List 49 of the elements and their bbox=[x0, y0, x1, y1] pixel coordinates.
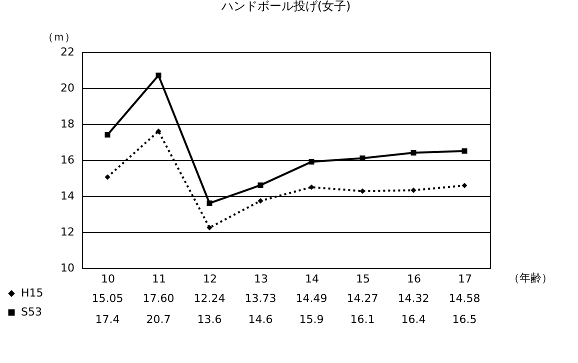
point bbox=[410, 188, 416, 193]
data-label: 14.49 bbox=[296, 292, 328, 305]
legend-label: H15 bbox=[21, 286, 44, 300]
point bbox=[410, 150, 416, 156]
x-axis-title: （年齢） bbox=[508, 272, 552, 284]
y-tick-label: 22 bbox=[60, 46, 74, 58]
y-tick-label: 14 bbox=[60, 190, 74, 202]
y-tick-label: 10 bbox=[60, 262, 74, 274]
point bbox=[258, 198, 264, 204]
x-tick-label: 16 bbox=[407, 272, 421, 286]
data-label: 15.05 bbox=[92, 292, 124, 305]
data-label: 17.60 bbox=[142, 292, 174, 305]
point bbox=[462, 182, 468, 188]
data-label: 14.6 bbox=[248, 313, 273, 326]
data-label: 17.4 bbox=[95, 313, 120, 326]
y-tick-label: 18 bbox=[60, 118, 74, 130]
point bbox=[156, 72, 162, 78]
data-label: 20.7 bbox=[146, 313, 171, 326]
chart-title: ハンドボール投げ(女子) bbox=[220, 0, 351, 13]
x-tick-label: 13 bbox=[254, 272, 268, 286]
y-tick-label: 12 bbox=[60, 226, 74, 238]
x-tick-label: 10 bbox=[101, 272, 115, 286]
y-tick-label: 16 bbox=[60, 154, 74, 166]
x-tick-label: 17 bbox=[458, 272, 472, 286]
data-label: 16.1 bbox=[350, 313, 375, 326]
data-label: 16.5 bbox=[452, 313, 477, 326]
data-label: 13.73 bbox=[244, 292, 276, 305]
point bbox=[206, 224, 212, 230]
data-label: 14.32 bbox=[398, 292, 430, 305]
data-label: 14.58 bbox=[448, 292, 480, 305]
y-tick-label: 20 bbox=[60, 82, 74, 94]
data-label: 15.9 bbox=[299, 313, 324, 326]
point bbox=[360, 188, 366, 194]
point bbox=[104, 174, 110, 180]
point bbox=[104, 132, 110, 138]
x-tick-label: 11 bbox=[152, 272, 166, 286]
point bbox=[206, 200, 212, 206]
point bbox=[156, 128, 162, 134]
data-label: 13.6 bbox=[197, 313, 222, 326]
point bbox=[258, 182, 264, 188]
y-axis-title: （ｍ） bbox=[42, 30, 76, 44]
data-label: 14.27 bbox=[346, 292, 378, 305]
x-tick-label: 15 bbox=[356, 272, 370, 286]
point bbox=[308, 159, 314, 165]
data-label: 16.4 bbox=[401, 313, 426, 326]
x-tick-label: 14 bbox=[305, 272, 319, 286]
data-label: 12.24 bbox=[194, 292, 226, 305]
legend-label: S53 bbox=[21, 306, 42, 318]
x-tick-label: 12 bbox=[203, 272, 217, 286]
